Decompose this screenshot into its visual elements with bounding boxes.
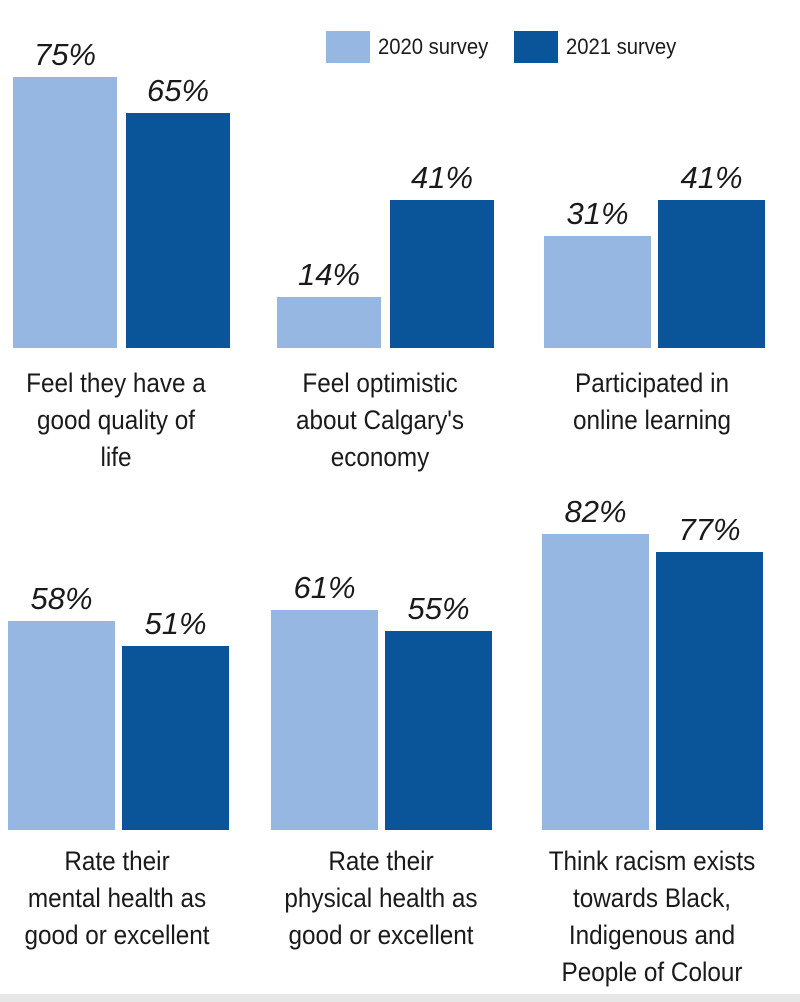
category-label-line: Feel they have a (26, 368, 206, 398)
category-label-line: Participated in (574, 368, 729, 398)
category-label-line: Rate their (64, 846, 170, 876)
category-label-line: Feel optimistic (302, 368, 458, 398)
category-label-line: mental health as (27, 883, 207, 913)
bar-2020 (542, 533, 649, 830)
bottom-divider (0, 994, 800, 1002)
category-label: Feel they have a good quality of life (0, 365, 233, 476)
bar-2021 (126, 112, 230, 348)
data-label-2020: 31% (566, 195, 629, 231)
bar-2020 (544, 235, 651, 348)
category-label: Rate their physical health as good or exce… (264, 843, 498, 954)
category-label-line: physical health as (284, 883, 478, 913)
bar-2021 (658, 199, 765, 348)
category-label: Feel optimistic about Calgary's economy (263, 365, 497, 476)
category-label-line: good quality of (36, 405, 196, 435)
bar-2021 (390, 199, 494, 348)
legend-label-2020: 2020 survey (378, 34, 489, 59)
data-label-2021: 41% (410, 159, 474, 195)
data-label-2021: 51% (144, 605, 207, 641)
category-label: Think racism exists towards Black, Indigen… (535, 843, 769, 991)
bar-2020 (8, 620, 115, 830)
legend-swatch-2021 (513, 31, 558, 63)
category-label-line: Rate their (328, 846, 434, 876)
legend-swatch-2020 (326, 31, 370, 63)
legend-item-2021: 2021 survey (513, 31, 686, 63)
data-label-2020: 61% (293, 569, 356, 605)
data-label-2021: 65% (146, 72, 210, 108)
category-label-line: about Calgary's (295, 405, 465, 435)
data-label-2021: 55% (407, 591, 470, 627)
bar-2020 (271, 609, 378, 830)
bar-2020 (277, 297, 381, 348)
category-label-line: good or excellent (24, 920, 210, 950)
bar-2021 (122, 645, 229, 830)
category-label: Rate their mental health as good or excell… (0, 843, 234, 954)
legend: 2020 survey 2021 survey (326, 30, 702, 64)
category-label-line: towards Black, (572, 883, 732, 913)
bar-2021 (385, 631, 492, 830)
data-label-2020: 82% (564, 493, 627, 529)
data-label-2020: 58% (30, 580, 93, 616)
bar-2020 (13, 76, 117, 348)
category-label-line: life (100, 442, 132, 472)
category-label-line: People of Colour (561, 957, 743, 987)
data-label-2021: 77% (678, 512, 741, 548)
category-label-line: economy (330, 442, 430, 472)
bar-2021 (656, 552, 763, 830)
legend-label-2021: 2021 survey (565, 34, 677, 59)
data-label-2020: 14% (297, 257, 361, 293)
legend-item-2020: 2020 survey (326, 31, 498, 63)
category-label-line: good or excellent (288, 920, 474, 950)
data-label-2020: 75% (33, 36, 97, 72)
category-label-line: Indigenous and (568, 920, 736, 950)
category-label-line: online learning (572, 405, 732, 435)
category-label: Participated in online learning (535, 365, 769, 439)
data-label-2021: 41% (680, 159, 743, 195)
category-label-line: Think racism exists (548, 846, 756, 876)
